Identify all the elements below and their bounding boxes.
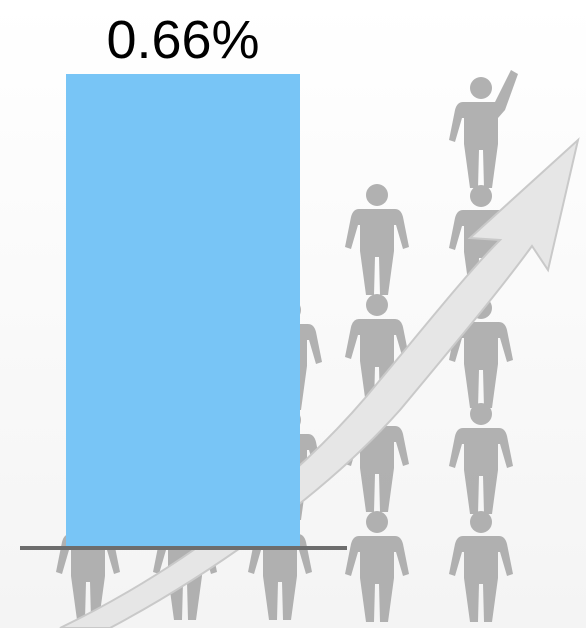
bar-value-label: 0.66%	[106, 10, 259, 70]
bar	[66, 74, 300, 548]
